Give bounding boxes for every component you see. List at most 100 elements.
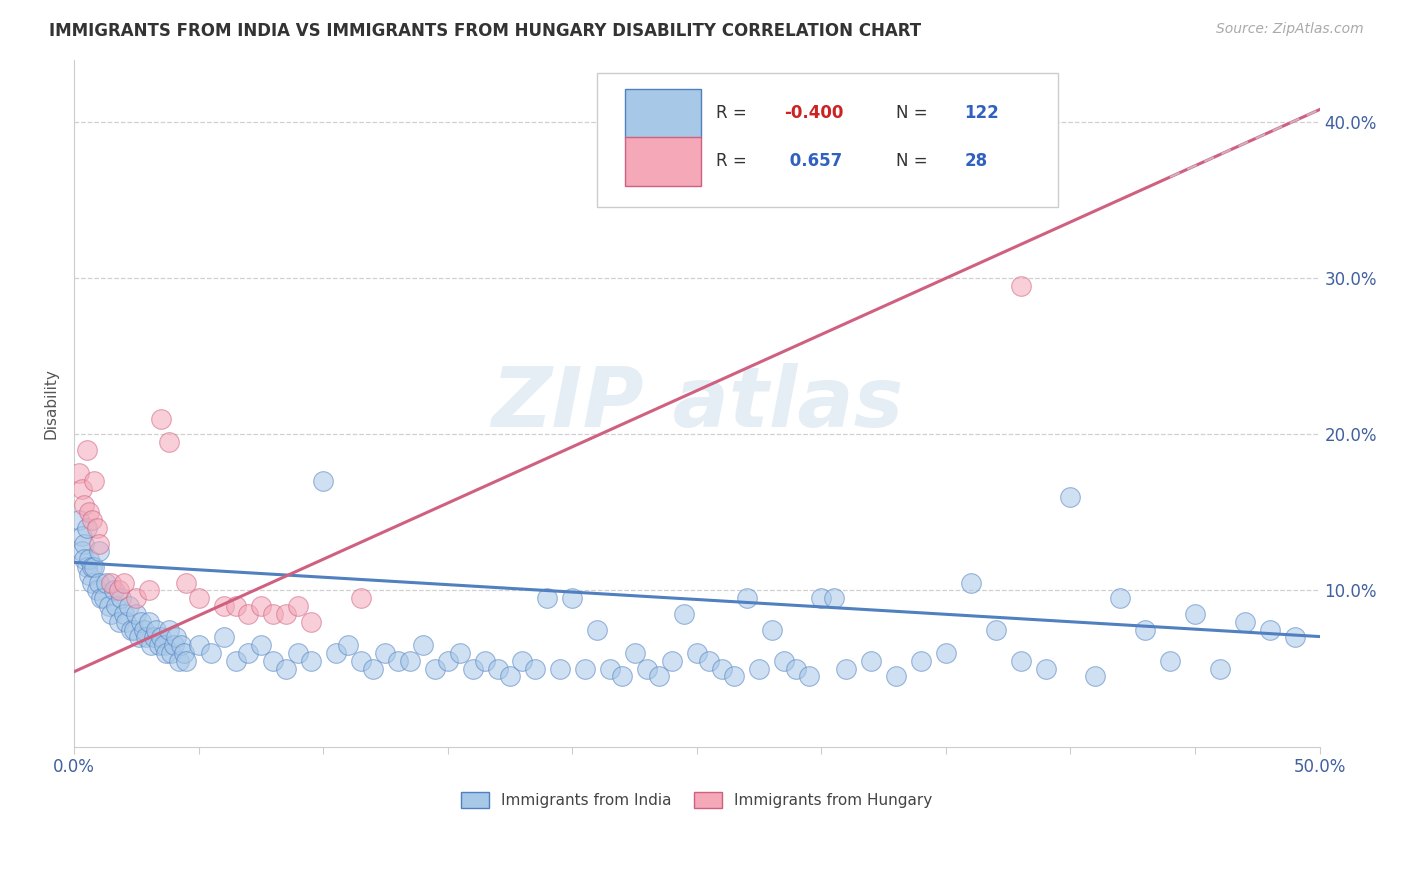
Point [250,599,273,614]
Point [187,638,209,652]
Point [96,575,118,590]
FancyBboxPatch shape [598,73,1059,207]
Point [76,560,98,574]
Point [67,467,90,481]
Point [87,575,110,590]
Text: 0.657: 0.657 [785,153,842,170]
Point [225,654,247,668]
Point [748,662,770,676]
Point [486,662,509,676]
Point [299,654,322,668]
Text: 28: 28 [965,153,988,170]
Point [86,521,108,535]
Point [523,662,546,676]
Text: Source: ZipAtlas.com: Source: ZipAtlas.com [1216,22,1364,37]
Point [108,583,131,598]
Text: N =: N = [896,153,934,170]
Text: ZIP atlas: ZIP atlas [491,363,903,443]
Text: R =: R = [716,104,752,122]
Point [200,646,222,660]
Point [374,646,396,660]
Point [1258,623,1281,637]
Point [135,631,157,645]
Point [673,607,696,621]
Point [561,591,583,606]
Point [399,654,422,668]
Point [80,513,103,527]
Point [636,662,658,676]
Point [174,575,197,590]
Point [1109,591,1132,606]
Point [661,654,683,668]
Point [163,638,186,652]
Point [337,638,360,652]
Text: IMMIGRANTS FROM INDIA VS IMMIGRANTS FROM HUNGARY DISABILITY CORRELATION CHART: IMMIGRANTS FROM INDIA VS IMMIGRANTS FROM… [49,22,921,40]
Point [103,583,125,598]
Point [141,638,163,652]
Point [157,435,180,450]
Point [125,607,148,621]
Point [173,646,195,660]
Point [361,662,384,676]
Point [138,615,160,629]
Point [112,607,135,621]
Point [773,654,796,668]
Point [100,607,122,621]
Point [349,591,371,606]
Point [100,575,122,590]
Point [860,654,883,668]
Point [118,599,141,614]
Point [686,646,709,660]
Point [160,646,183,660]
Point [697,654,720,668]
Point [299,615,322,629]
Point [262,607,284,621]
Point [512,654,534,668]
Point [212,599,235,614]
Point [165,631,187,645]
Point [574,662,596,676]
Point [984,623,1007,637]
Point [77,552,100,566]
Point [325,646,347,660]
Point [287,646,309,660]
Point [1233,615,1256,629]
Point [238,646,260,660]
Point [735,591,758,606]
Point [723,669,745,683]
FancyBboxPatch shape [624,89,700,137]
Point [449,646,471,660]
Point [110,591,132,606]
Point [112,575,135,590]
Text: N =: N = [896,104,934,122]
Point [274,607,297,621]
Point [105,599,128,614]
Point [238,607,260,621]
Point [155,646,177,660]
Point [287,599,309,614]
Point [145,623,167,637]
Point [132,623,155,637]
Point [436,654,458,668]
Point [648,669,671,683]
Point [387,654,409,668]
Point [174,654,197,668]
Point [122,623,145,637]
Point [76,442,98,457]
Point [1059,490,1081,504]
Point [586,623,609,637]
Point [1135,623,1157,637]
Point [98,599,121,614]
Point [125,591,148,606]
Point [148,638,170,652]
Point [170,638,193,652]
Text: -0.400: -0.400 [785,104,844,122]
Point [959,575,981,590]
Point [212,631,235,645]
Point [1184,607,1206,621]
Point [1159,654,1181,668]
Point [83,560,105,574]
Point [73,536,96,550]
Point [70,482,93,496]
Point [349,654,371,668]
